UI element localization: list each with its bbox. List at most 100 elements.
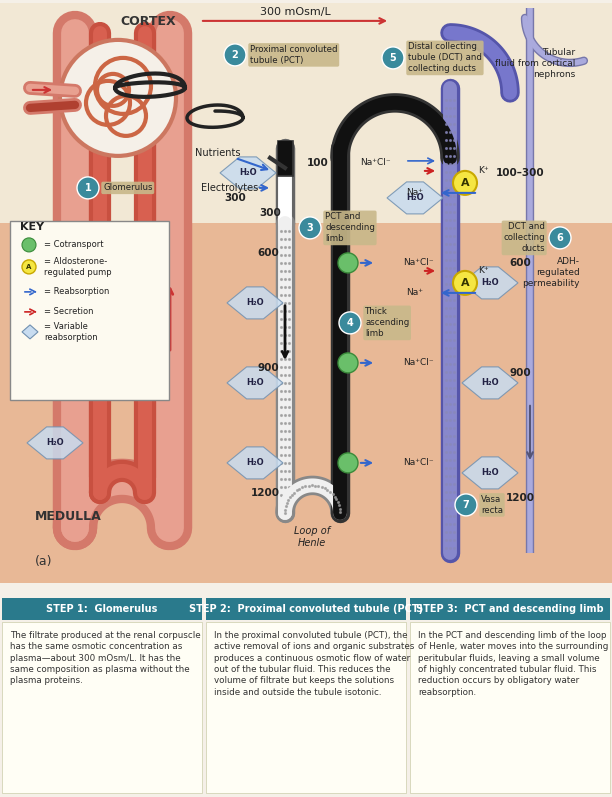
- Text: 6: 6: [557, 233, 564, 243]
- Circle shape: [338, 353, 358, 373]
- Text: DCT and
collecting
ducts: DCT and collecting ducts: [504, 222, 545, 253]
- Text: Vasa
recta: Vasa recta: [481, 495, 503, 515]
- Text: Na⁺Cl⁻: Na⁺Cl⁻: [403, 458, 434, 467]
- Text: 300: 300: [259, 208, 281, 218]
- Text: 300 mOsm/L: 300 mOsm/L: [259, 7, 330, 17]
- Text: Loop of
Henle: Loop of Henle: [294, 526, 330, 548]
- Text: 1: 1: [84, 183, 91, 193]
- Text: 7: 7: [463, 500, 469, 510]
- Text: H₂O: H₂O: [481, 469, 499, 477]
- Circle shape: [60, 40, 176, 156]
- Circle shape: [338, 253, 358, 273]
- Text: Thick
ascending
limb: Thick ascending limb: [365, 308, 409, 339]
- Bar: [206, 622, 406, 793]
- Text: Na⁺: Na⁺: [406, 188, 424, 198]
- Text: H₂O: H₂O: [46, 278, 64, 288]
- Circle shape: [382, 47, 404, 69]
- Bar: [2, 598, 202, 620]
- Text: ADH-
regulated
permeability: ADH- regulated permeability: [523, 257, 580, 289]
- Bar: [206, 598, 406, 620]
- Text: KEY: KEY: [20, 222, 44, 232]
- Bar: [0, 223, 612, 583]
- Text: H₂O: H₂O: [46, 359, 64, 367]
- Text: = Aldosterone-
regulated pump: = Aldosterone- regulated pump: [44, 257, 111, 277]
- Text: H₂O: H₂O: [246, 379, 264, 387]
- Text: STEP 1:  Glomerulus: STEP 1: Glomerulus: [47, 603, 158, 614]
- Text: H₂O: H₂O: [406, 194, 424, 202]
- Text: H₂O: H₂O: [481, 278, 499, 288]
- Circle shape: [453, 271, 477, 295]
- Polygon shape: [387, 182, 443, 214]
- Text: Tubular
fluid from cortical
nephrons: Tubular fluid from cortical nephrons: [494, 48, 575, 79]
- Text: 900: 900: [509, 368, 531, 378]
- Text: 1200: 1200: [506, 493, 534, 503]
- Polygon shape: [462, 457, 518, 489]
- Text: STEP 3:  PCT and descending limb: STEP 3: PCT and descending limb: [416, 603, 604, 614]
- Circle shape: [549, 227, 571, 249]
- Text: = Variable
reabsorption: = Variable reabsorption: [44, 322, 98, 342]
- Text: Distal collecting
tubule (DCT) and
collecting ducts: Distal collecting tubule (DCT) and colle…: [408, 42, 482, 73]
- FancyBboxPatch shape: [10, 221, 169, 400]
- Circle shape: [339, 312, 361, 334]
- Text: Na⁺Cl⁻: Na⁺Cl⁻: [360, 159, 390, 167]
- Text: The filtrate produced at the renal corpuscle
has the same osmotic concentration : The filtrate produced at the renal corpu…: [10, 630, 201, 685]
- Text: Na⁺Cl⁻: Na⁺Cl⁻: [403, 258, 434, 268]
- Text: Proximal convoluted
tubule (PCT): Proximal convoluted tubule (PCT): [250, 45, 337, 65]
- Text: CORTEX: CORTEX: [120, 15, 176, 28]
- Text: K⁺: K⁺: [478, 167, 488, 175]
- Text: In the PCT and descending limb of the loop
of Henle, water moves into the surrou: In the PCT and descending limb of the lo…: [418, 630, 608, 697]
- Text: = Secretion: = Secretion: [44, 308, 94, 316]
- Text: 3: 3: [307, 223, 313, 233]
- Text: 900: 900: [257, 363, 279, 373]
- Polygon shape: [227, 367, 283, 398]
- Text: = Cotransport: = Cotransport: [44, 241, 103, 249]
- Bar: [410, 622, 610, 793]
- Text: Glomerulus: Glomerulus: [103, 183, 152, 192]
- Polygon shape: [220, 157, 276, 189]
- Text: 100–300: 100–300: [496, 168, 544, 178]
- Text: PCT and
descending
limb: PCT and descending limb: [325, 212, 375, 244]
- Text: 300: 300: [224, 193, 246, 203]
- Bar: [2, 622, 202, 793]
- Circle shape: [299, 217, 321, 239]
- Polygon shape: [27, 347, 83, 379]
- Bar: [0, 3, 612, 223]
- Text: 4: 4: [346, 318, 353, 328]
- Polygon shape: [227, 287, 283, 319]
- Polygon shape: [462, 267, 518, 299]
- Text: H₂O: H₂O: [239, 168, 257, 178]
- Text: H₂O: H₂O: [46, 438, 64, 447]
- Circle shape: [77, 177, 99, 199]
- Text: = Reabsorption: = Reabsorption: [44, 288, 110, 296]
- Text: (a): (a): [35, 555, 53, 568]
- Polygon shape: [22, 325, 38, 339]
- Text: A: A: [26, 264, 32, 270]
- Text: 600: 600: [509, 258, 531, 268]
- Text: 5: 5: [390, 53, 397, 63]
- Text: H₂O: H₂O: [246, 458, 264, 467]
- Polygon shape: [462, 367, 518, 398]
- Circle shape: [338, 453, 358, 473]
- Text: 1200: 1200: [250, 488, 280, 498]
- Text: Electrolytes: Electrolytes: [201, 183, 259, 193]
- Text: Na⁺Cl⁻: Na⁺Cl⁻: [403, 359, 434, 367]
- Polygon shape: [27, 267, 83, 299]
- Text: A: A: [461, 278, 469, 288]
- Text: 600: 600: [257, 248, 279, 258]
- Polygon shape: [227, 447, 283, 479]
- Text: 2: 2: [231, 50, 239, 60]
- Text: Na⁺: Na⁺: [406, 289, 424, 297]
- Text: A: A: [461, 178, 469, 188]
- Text: H₂O: H₂O: [481, 379, 499, 387]
- Polygon shape: [27, 427, 83, 459]
- Text: MEDULLA: MEDULLA: [35, 510, 102, 523]
- Circle shape: [22, 238, 36, 252]
- Bar: [410, 598, 610, 620]
- Text: 100: 100: [307, 158, 329, 168]
- Circle shape: [453, 171, 477, 195]
- Text: H₂O: H₂O: [246, 298, 264, 308]
- Circle shape: [22, 260, 36, 274]
- Circle shape: [455, 494, 477, 516]
- Circle shape: [224, 44, 246, 66]
- Text: In the proximal convoluted tubule (PCT), the
active removal of ions and organic : In the proximal convoluted tubule (PCT),…: [214, 630, 414, 697]
